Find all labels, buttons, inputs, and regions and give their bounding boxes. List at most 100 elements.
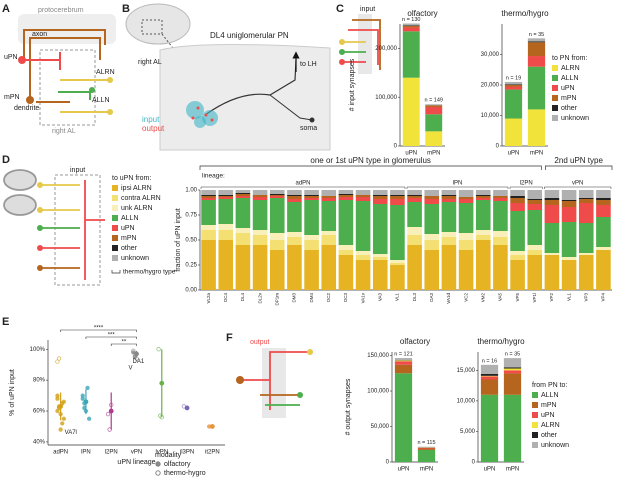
bar-segment — [372, 196, 388, 199]
bar-segment — [417, 446, 436, 448]
x-tick-label: uPN — [405, 151, 417, 157]
label: input — [70, 167, 85, 174]
x-tick-label: VP5 — [515, 293, 520, 302]
y-tick-label: 0 — [496, 144, 500, 150]
x-tick-label: DM4 — [309, 293, 314, 303]
bar-segment — [441, 232, 457, 237]
mean — [58, 403, 64, 409]
bar-segment — [235, 228, 251, 233]
bar-segment — [394, 364, 413, 374]
y-tick-label: 50,000 — [371, 424, 390, 430]
bar-segment — [372, 257, 388, 260]
bar-segment — [304, 198, 319, 200]
legend-label: unknown — [121, 255, 149, 262]
bar-segment — [578, 203, 594, 223]
y-tick-label: 15,000 — [457, 368, 476, 374]
bar-segment — [475, 230, 491, 235]
y-tick-label: 0.25 — [185, 263, 197, 269]
y-tick-label: 0.00 — [185, 288, 197, 294]
y-axis-label: # output synapses — [345, 378, 352, 435]
bar-segment — [252, 200, 268, 230]
bar-segment — [480, 379, 499, 395]
legend-label: other — [541, 432, 558, 439]
n-label: n = 19 — [506, 75, 521, 81]
bar-segment — [527, 245, 543, 250]
bar-segment — [475, 200, 491, 230]
bar-segment — [252, 245, 268, 290]
bar-segment — [407, 202, 422, 227]
x-tick-label: VA3 — [377, 293, 382, 302]
bar-segment — [287, 202, 302, 232]
n-label: n = 149 — [424, 98, 443, 104]
header-bracket — [199, 165, 542, 170]
x-tick-label: uPN — [484, 467, 496, 473]
bar-segment — [201, 200, 216, 225]
bar-segment — [527, 210, 543, 245]
bar-segment — [201, 225, 216, 230]
legend-title: modality — [155, 452, 182, 459]
bar-segment — [510, 196, 525, 198]
x-tick-label: DM3 — [292, 293, 297, 303]
label: output — [142, 124, 165, 133]
y-tick-label: 1.00 — [185, 188, 197, 194]
bar-segment — [407, 227, 422, 235]
group-bracket — [544, 186, 612, 189]
x-tick-label: l2PN — [105, 450, 118, 456]
bar-segment — [338, 194, 354, 195]
label: right AL — [52, 128, 76, 135]
legend-swatch — [532, 402, 538, 408]
group-label: l2PN — [520, 181, 533, 187]
point — [80, 396, 85, 401]
bar-segment — [269, 250, 285, 290]
n-label: n = 35 — [529, 32, 544, 38]
bar-segment — [578, 198, 594, 199]
bar-segment — [390, 190, 405, 195]
x-tick-label: VC2 — [463, 293, 468, 302]
bar-segment — [304, 235, 319, 240]
bar-segment — [561, 260, 577, 290]
bar-segment — [503, 358, 522, 368]
y-tick-label: 80% — [33, 378, 46, 384]
y-tick-label: 0 — [394, 144, 398, 150]
bar-segment — [372, 199, 388, 204]
bar-segment — [235, 245, 251, 290]
bar-segment — [372, 260, 388, 290]
n-label: n = 121 — [394, 351, 413, 357]
bar-segment — [441, 202, 457, 232]
bar-segment — [390, 263, 405, 265]
bar-segment — [417, 449, 436, 462]
y-tick-label: 150,000 — [367, 353, 389, 359]
bar-segment — [503, 368, 522, 371]
bar-segment — [458, 197, 474, 199]
panel-label: D — [2, 154, 10, 166]
chart-title: olfactory — [407, 9, 437, 18]
bar-segment — [578, 255, 594, 290]
bar-segment — [561, 190, 577, 200]
bar-segment — [321, 235, 337, 245]
legend-label: other — [121, 245, 138, 252]
legend-swatch — [112, 215, 118, 221]
label: right AL — [138, 59, 162, 66]
label: ALRN — [96, 69, 115, 76]
bar-segment — [235, 198, 251, 228]
bar-segment — [252, 197, 268, 200]
y-tick-label: 0 — [386, 460, 390, 466]
diagram-c — [339, 14, 381, 74]
bar-segment — [218, 230, 234, 240]
bar-segment — [407, 196, 422, 198]
point — [55, 396, 60, 401]
bar-segment — [390, 265, 405, 290]
bar-segment — [201, 195, 216, 196]
x-tick-label: lPN — [81, 450, 91, 456]
y-tick-label: 10,000 — [457, 398, 476, 404]
n-label: n = 115 — [417, 440, 435, 446]
bar-segment — [287, 232, 302, 237]
x-tick-label: DC2 — [326, 293, 331, 302]
bar-segment — [578, 199, 594, 203]
sig-label: **** — [94, 326, 104, 332]
bar-segment — [390, 195, 405, 196]
bar-segment — [372, 190, 388, 195]
legend-label: other — [561, 105, 578, 112]
bar-segment — [355, 195, 371, 197]
label: output — [250, 339, 270, 346]
